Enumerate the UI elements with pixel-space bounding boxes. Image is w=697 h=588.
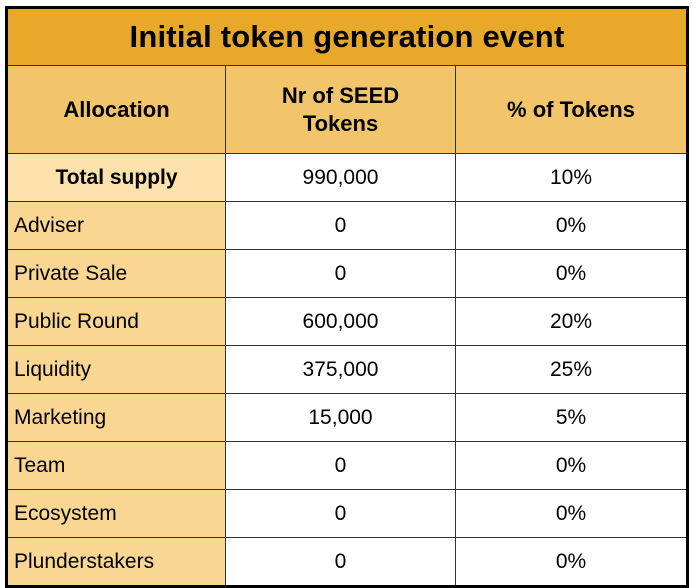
- row-percent: 0%: [454, 201, 689, 250]
- header-percent-tokens: % of Tokens: [454, 65, 689, 154]
- header-seed-tokens: Nr of SEED Tokens: [225, 65, 456, 154]
- table-row: Team 0 0%: [6, 441, 689, 490]
- row-label: Marketing: [6, 393, 226, 442]
- token-allocation-table: Initial token generation event Allocatio…: [5, 6, 690, 588]
- row-percent: 0%: [454, 441, 689, 490]
- row-label: Private Sale: [6, 249, 226, 298]
- table-row: Adviser 0 0%: [6, 201, 689, 250]
- row-label: Adviser: [6, 201, 226, 250]
- table-row: Ecosystem 0 0%: [6, 489, 689, 538]
- row-seed-tokens: 0: [225, 489, 456, 538]
- table-row: Private Sale 0 0%: [6, 249, 689, 298]
- row-percent: 20%: [454, 297, 689, 346]
- row-seed-tokens: 600,000: [225, 297, 456, 346]
- row-percent: 0%: [454, 249, 689, 298]
- table-row: Liquidity 375,000 25%: [6, 345, 689, 394]
- row-percent: 0%: [454, 537, 689, 587]
- row-label: Total supply: [6, 153, 226, 202]
- row-seed-tokens: 0: [225, 201, 456, 250]
- header-allocation: Allocation: [6, 65, 226, 154]
- row-percent: 0%: [454, 489, 689, 538]
- row-label: Ecosystem: [6, 489, 226, 538]
- table-row: Total supply 990,000 10%: [6, 153, 689, 202]
- row-seed-tokens: 990,000: [225, 153, 456, 202]
- table-row: Marketing 15,000 5%: [6, 393, 689, 442]
- row-percent: 25%: [454, 345, 689, 394]
- row-percent: 5%: [454, 393, 689, 442]
- row-label: Liquidity: [6, 345, 226, 394]
- row-label: Plunderstakers: [6, 537, 226, 587]
- row-percent: 10%: [454, 153, 689, 202]
- header-seed-tokens-label: Nr of SEED Tokens: [281, 82, 400, 136]
- row-seed-tokens: 15,000: [225, 393, 456, 442]
- row-seed-tokens: 0: [225, 441, 456, 490]
- row-label: Public Round: [6, 297, 226, 346]
- row-seed-tokens: 375,000: [225, 345, 456, 394]
- table-title: Initial token generation event: [5, 7, 689, 66]
- table-row: Public Round 600,000 20%: [6, 297, 689, 346]
- table-row: Plunderstakers 0 0%: [6, 537, 689, 587]
- row-seed-tokens: 0: [225, 537, 456, 587]
- row-label: Team: [6, 441, 226, 490]
- row-seed-tokens: 0: [225, 249, 456, 298]
